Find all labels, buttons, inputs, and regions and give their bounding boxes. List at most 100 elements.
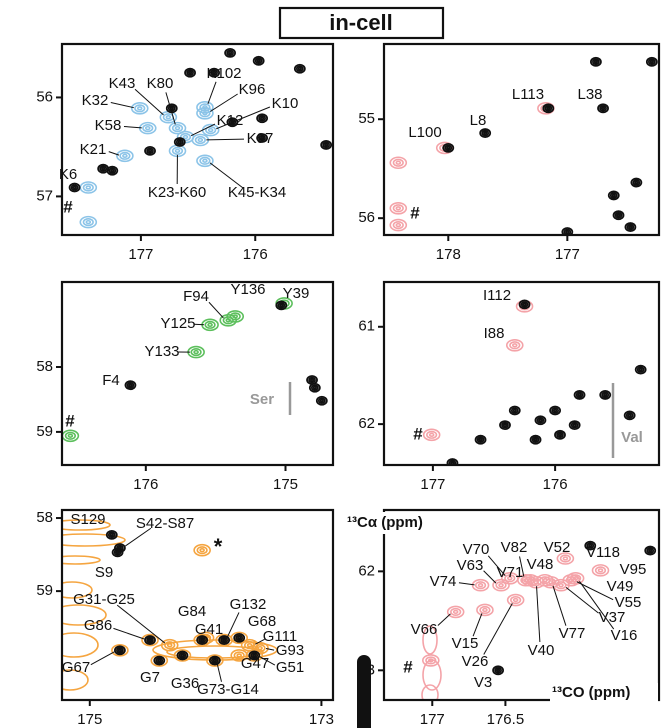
peak-label: V82 [501, 539, 528, 556]
contour-ring [534, 439, 537, 441]
x-tick-label: 177 [420, 476, 445, 493]
peak-label: K97 [247, 130, 274, 147]
peak-label: V95 [620, 561, 647, 578]
peak-label: V66 [411, 621, 438, 638]
contour-ring [175, 127, 179, 130]
contour-ring [513, 344, 517, 347]
contour-ring [196, 137, 206, 144]
contour-ring [539, 419, 542, 421]
contour-ring [566, 231, 569, 233]
y-tick-label: 62 [358, 415, 375, 432]
y-axis-label: ¹³Cα (ppm) [347, 514, 423, 531]
peak-label: G73-G14 [197, 681, 259, 698]
peak-label: V63 [457, 557, 484, 574]
peak-label: G31-G25 [73, 591, 135, 608]
contour-ring [233, 315, 237, 318]
contour-ring [479, 584, 483, 587]
contour-ring [479, 439, 482, 441]
leader-line [124, 126, 142, 127]
contour-ring [613, 194, 616, 196]
region-label: Ser [250, 391, 274, 408]
peak-label: V71 [497, 564, 524, 581]
peak-label: K102 [206, 65, 241, 82]
y-tick-label: 58 [36, 358, 53, 375]
contour-ring [83, 184, 93, 191]
contour-ring [181, 654, 184, 656]
x-tick-label: 173 [309, 711, 334, 728]
peak-label: L38 [577, 86, 602, 103]
peak-label: G47 [241, 655, 269, 672]
y-tick-label: 55 [358, 110, 375, 127]
contour-ring [146, 127, 150, 130]
peak-label: K12 [217, 112, 244, 129]
contour-ring [596, 567, 606, 574]
contour-ring [651, 61, 654, 63]
contour-ring [484, 132, 487, 134]
contour-ring [483, 609, 487, 612]
peak-label: V15 [452, 635, 479, 652]
contour-ring [396, 161, 400, 164]
scale-bar [357, 655, 371, 728]
contour-ring [135, 105, 145, 112]
x-axis-label: ¹³CO (ppm) [552, 684, 630, 701]
contour-ring [534, 581, 538, 584]
contour-ring [149, 639, 152, 641]
contour-ring [447, 147, 450, 149]
contour-ring [208, 323, 212, 326]
peak-label: G86 [84, 617, 112, 634]
peak-label: V74 [430, 573, 457, 590]
contour-ring [573, 424, 576, 426]
contour-ring [197, 547, 207, 554]
contour-ring [200, 157, 210, 164]
peak-label: V118 [586, 544, 620, 561]
peak-label: K80 [147, 75, 174, 92]
leader-line [537, 586, 540, 642]
contour-ring [166, 116, 170, 119]
contour-ring [510, 342, 520, 349]
contour-ring [554, 409, 557, 411]
contour-ring [123, 154, 127, 157]
contour-ring [602, 107, 605, 109]
peak-label: G93 [276, 642, 304, 659]
leader-line [210, 94, 237, 112]
contour-ring [200, 549, 204, 552]
peak-label: V49 [607, 578, 634, 595]
peak-label: G67 [62, 659, 90, 676]
contour-ring [120, 153, 130, 160]
x-tick-label: 176 [133, 476, 158, 493]
contour-ring [173, 125, 183, 132]
contour-ring [173, 148, 183, 155]
contour-ring [595, 61, 598, 63]
peak-label: S42-S87 [136, 515, 194, 532]
x-tick-label: 175 [77, 711, 102, 728]
contour-ring [497, 669, 500, 671]
x-tick-label: 175 [273, 476, 298, 493]
contour-ring [280, 304, 283, 306]
peak-label: L113 [512, 86, 544, 103]
peak-label: V16 [611, 627, 638, 644]
peak-label: S129 [70, 511, 105, 528]
contour-ring [111, 170, 114, 172]
x-tick-label: 178 [436, 246, 461, 263]
peak-label: G51 [276, 659, 304, 676]
contour-ring [183, 136, 187, 139]
peak-label: K43 [109, 75, 136, 92]
leader-line [438, 614, 451, 626]
contour-ring [149, 150, 152, 152]
peak-label: G7 [140, 669, 160, 686]
peak-label: * [214, 534, 223, 559]
contour-ring [102, 168, 105, 170]
y-tick-label: 59 [36, 423, 53, 440]
contour-ring [198, 139, 202, 142]
peak-label: # [65, 411, 75, 430]
x-tick-label: 177 [128, 246, 153, 263]
peak-label: K96 [239, 81, 266, 98]
contour-ring [168, 644, 172, 647]
leader-line [484, 603, 513, 654]
contour-ring [496, 582, 506, 589]
peak-label: G36 [171, 675, 199, 692]
contour-ring [549, 581, 553, 584]
peak-label: K23-K60 [148, 184, 206, 201]
leader-line [206, 139, 244, 140]
contour-ring [628, 414, 631, 416]
